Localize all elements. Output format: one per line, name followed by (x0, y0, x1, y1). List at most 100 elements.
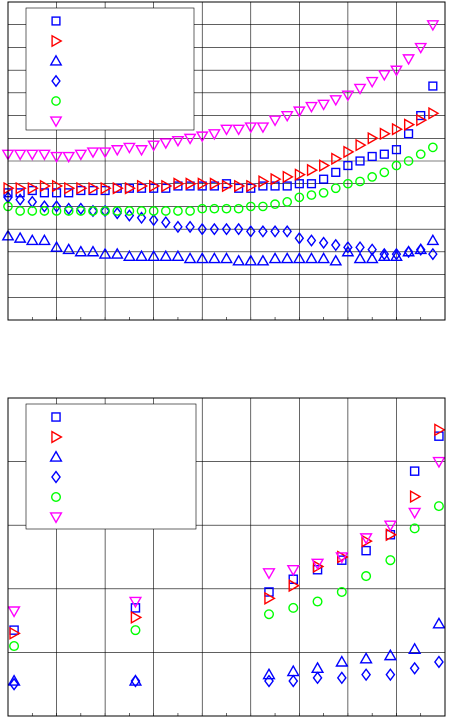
data-point (7, 606, 21, 618)
data-point (408, 642, 422, 654)
legend-marker-diamond (51, 74, 61, 88)
data-point (379, 167, 390, 178)
data-point (355, 156, 365, 166)
data-point (383, 648, 397, 661)
data-point (288, 674, 299, 688)
data-point (270, 225, 280, 238)
data-point (262, 568, 276, 580)
data-point (112, 206, 123, 216)
data-point (148, 213, 159, 227)
data-point (7, 674, 21, 686)
data-point (75, 206, 86, 216)
data-point (197, 203, 208, 214)
data-point (408, 507, 422, 520)
data-point (13, 231, 27, 243)
data-point (112, 181, 124, 195)
data-point (403, 156, 414, 166)
data-point (62, 151, 76, 164)
data-point (361, 545, 371, 556)
data-point (329, 254, 343, 266)
data-point (147, 249, 161, 261)
data-point (258, 201, 268, 212)
series-circle (9, 501, 444, 652)
data-point (136, 206, 147, 216)
data-point (432, 616, 446, 629)
data-point (88, 181, 100, 195)
legend-marker-triangle-up (49, 450, 63, 462)
series-triangle-up (1, 229, 440, 266)
data-point (245, 201, 256, 212)
legend-marker-triangle-down (49, 116, 63, 128)
data-point (367, 243, 377, 256)
data-point (185, 206, 195, 216)
data-point (183, 133, 197, 145)
data-point (428, 106, 440, 120)
data-point (306, 234, 317, 247)
data-point (391, 247, 402, 261)
data-point (50, 240, 63, 252)
series-triangle-down (1, 20, 440, 164)
data-point (432, 456, 446, 469)
data-point (220, 252, 233, 264)
data-point (39, 179, 52, 193)
data-point (209, 222, 220, 236)
data-point (282, 225, 292, 238)
series-triangle-right (3, 106, 440, 195)
data-point (51, 179, 64, 193)
legend-marker-circle (50, 491, 62, 503)
data-point (433, 501, 444, 512)
data-point (288, 602, 299, 613)
data-point (244, 122, 258, 134)
legend-marker-triangle-right (51, 430, 63, 444)
data-point (110, 247, 124, 259)
data-point (233, 222, 244, 236)
data-point (15, 193, 25, 206)
data-point (330, 238, 341, 252)
data-point (385, 668, 396, 682)
data-point (197, 222, 207, 236)
data-point (27, 195, 38, 209)
data-point (9, 677, 19, 691)
data-point (76, 181, 88, 195)
data-point (128, 596, 143, 609)
data-point (25, 233, 39, 246)
data-point (27, 206, 38, 216)
data-point (280, 252, 294, 264)
data-point (100, 181, 112, 195)
data-point (294, 168, 306, 182)
data-point (280, 110, 294, 123)
data-point (88, 206, 98, 216)
data-point (220, 124, 233, 136)
data-point (124, 181, 136, 195)
data-point (221, 203, 232, 214)
data-point (383, 520, 397, 533)
data-point (385, 528, 398, 542)
data-point (64, 181, 76, 195)
data-point (282, 170, 294, 184)
data-point (256, 122, 270, 134)
data-point (62, 242, 76, 255)
data-point (286, 564, 300, 577)
data-point (159, 249, 173, 261)
legend-marker-square (51, 16, 61, 26)
data-point (9, 626, 21, 640)
data-point (402, 54, 415, 66)
data-point (135, 249, 148, 261)
data-point (391, 122, 404, 136)
data-point (38, 233, 51, 246)
data-point (343, 145, 355, 159)
data-point (409, 466, 420, 476)
data-point (319, 159, 331, 172)
data-point (294, 231, 305, 245)
data-point (428, 142, 438, 153)
data-point (294, 179, 304, 189)
data-point (318, 187, 329, 198)
data-point (13, 149, 27, 161)
data-point (98, 147, 112, 159)
legend-marker-triangle-up (49, 54, 63, 66)
data-point (124, 206, 135, 216)
data-point (359, 533, 373, 545)
data-point (86, 147, 100, 159)
data-point (409, 523, 420, 534)
data-point (130, 603, 141, 613)
